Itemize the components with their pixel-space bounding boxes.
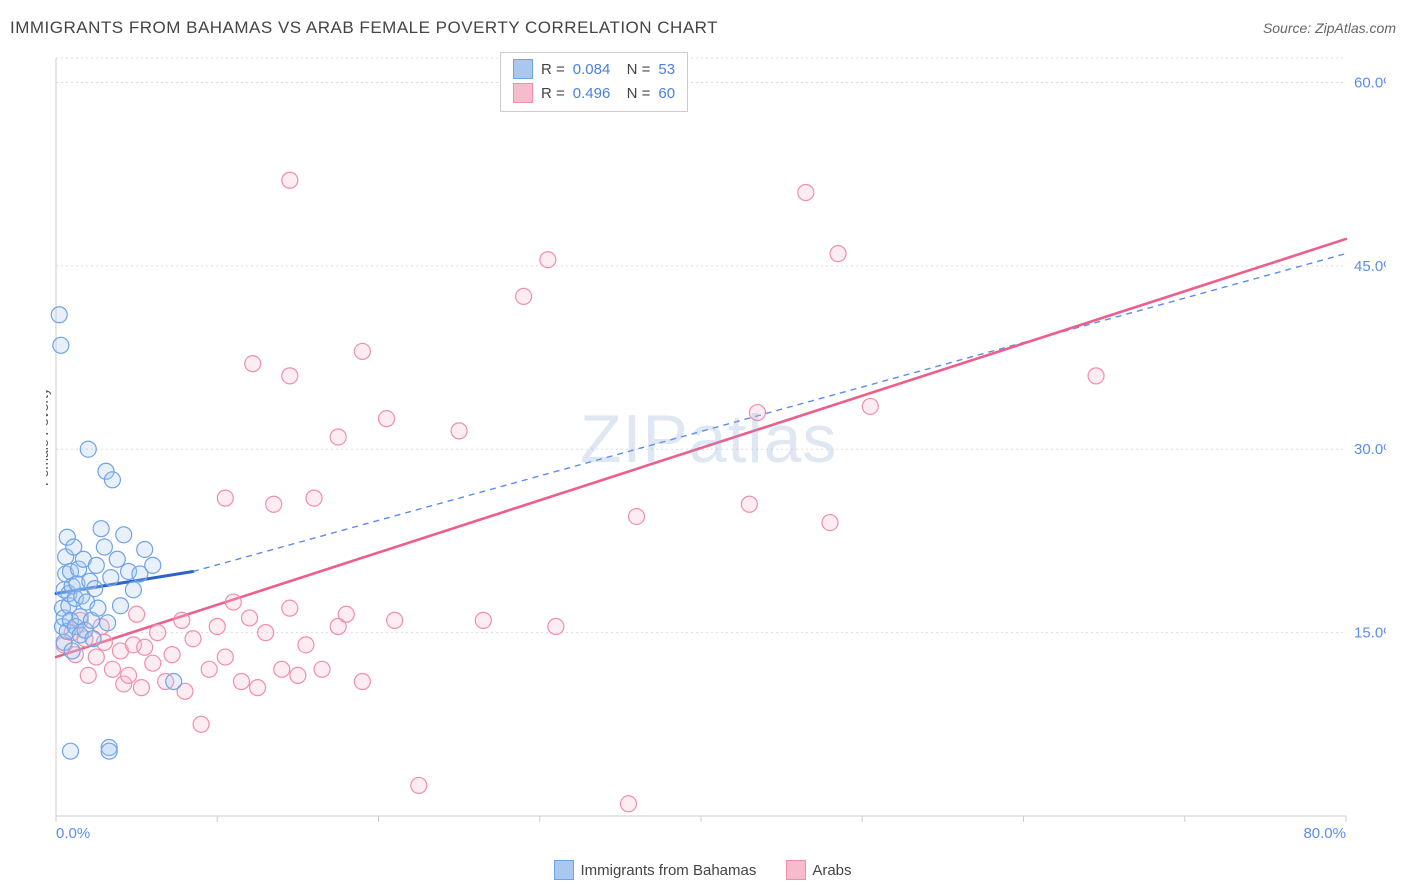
legend-n-value-arabs: 60 (658, 85, 675, 102)
swatch-bahamas-bottom (554, 860, 574, 880)
svg-text:80.0%: 80.0% (1303, 825, 1346, 838)
legend-r-value-bahamas: 0.084 (573, 61, 611, 78)
svg-text:60.0%: 60.0% (1354, 74, 1386, 91)
legend-label-bahamas: Immigrants from Bahamas (580, 862, 756, 879)
swatch-arabs-bottom (786, 860, 806, 880)
legend-n-label: N = (618, 61, 650, 78)
svg-text:45.0%: 45.0% (1354, 258, 1386, 275)
legend-row-bahamas: R = 0.084 N = 53 (513, 57, 675, 81)
chart-area: 15.0% 30.0% 45.0% 60.0% 0.0% 80.0% Female Pove… (46, 48, 1386, 838)
svg-text:30.0%: 30.0% (1354, 441, 1386, 458)
svg-text:15.0%: 15.0% (1354, 625, 1386, 642)
chart-title: IMMIGRANTS FROM BAHAMAS VS ARAB FEMALE P… (10, 18, 718, 38)
svg-text:Female Poverty: Female Poverty (46, 388, 51, 486)
legend-r-label: R = (541, 85, 565, 102)
legend-label-arabs: Arabs (812, 862, 851, 879)
swatch-arabs (513, 83, 533, 103)
legend-n-label: N = (618, 85, 650, 102)
legend-item-arabs: Arabs (786, 860, 851, 880)
svg-text:0.0%: 0.0% (56, 825, 90, 838)
legend-r-label: R = (541, 61, 565, 78)
scatter-chart-svg: 15.0% 30.0% 45.0% 60.0% 0.0% 80.0% Female Pove… (46, 48, 1386, 838)
legend-row-arabs: R = 0.496 N = 60 (513, 81, 675, 105)
legend-r-value-arabs: 0.496 (573, 85, 611, 102)
correlation-legend: R = 0.084 N = 53 R = 0.496 N = 60 (500, 52, 688, 112)
source-attribution: Source: ZipAtlas.com (1263, 20, 1396, 36)
series-legend: Immigrants from Bahamas Arabs (0, 860, 1406, 880)
legend-n-value-bahamas: 53 (658, 61, 675, 78)
swatch-bahamas (513, 59, 533, 79)
legend-item-bahamas: Immigrants from Bahamas (554, 860, 756, 880)
